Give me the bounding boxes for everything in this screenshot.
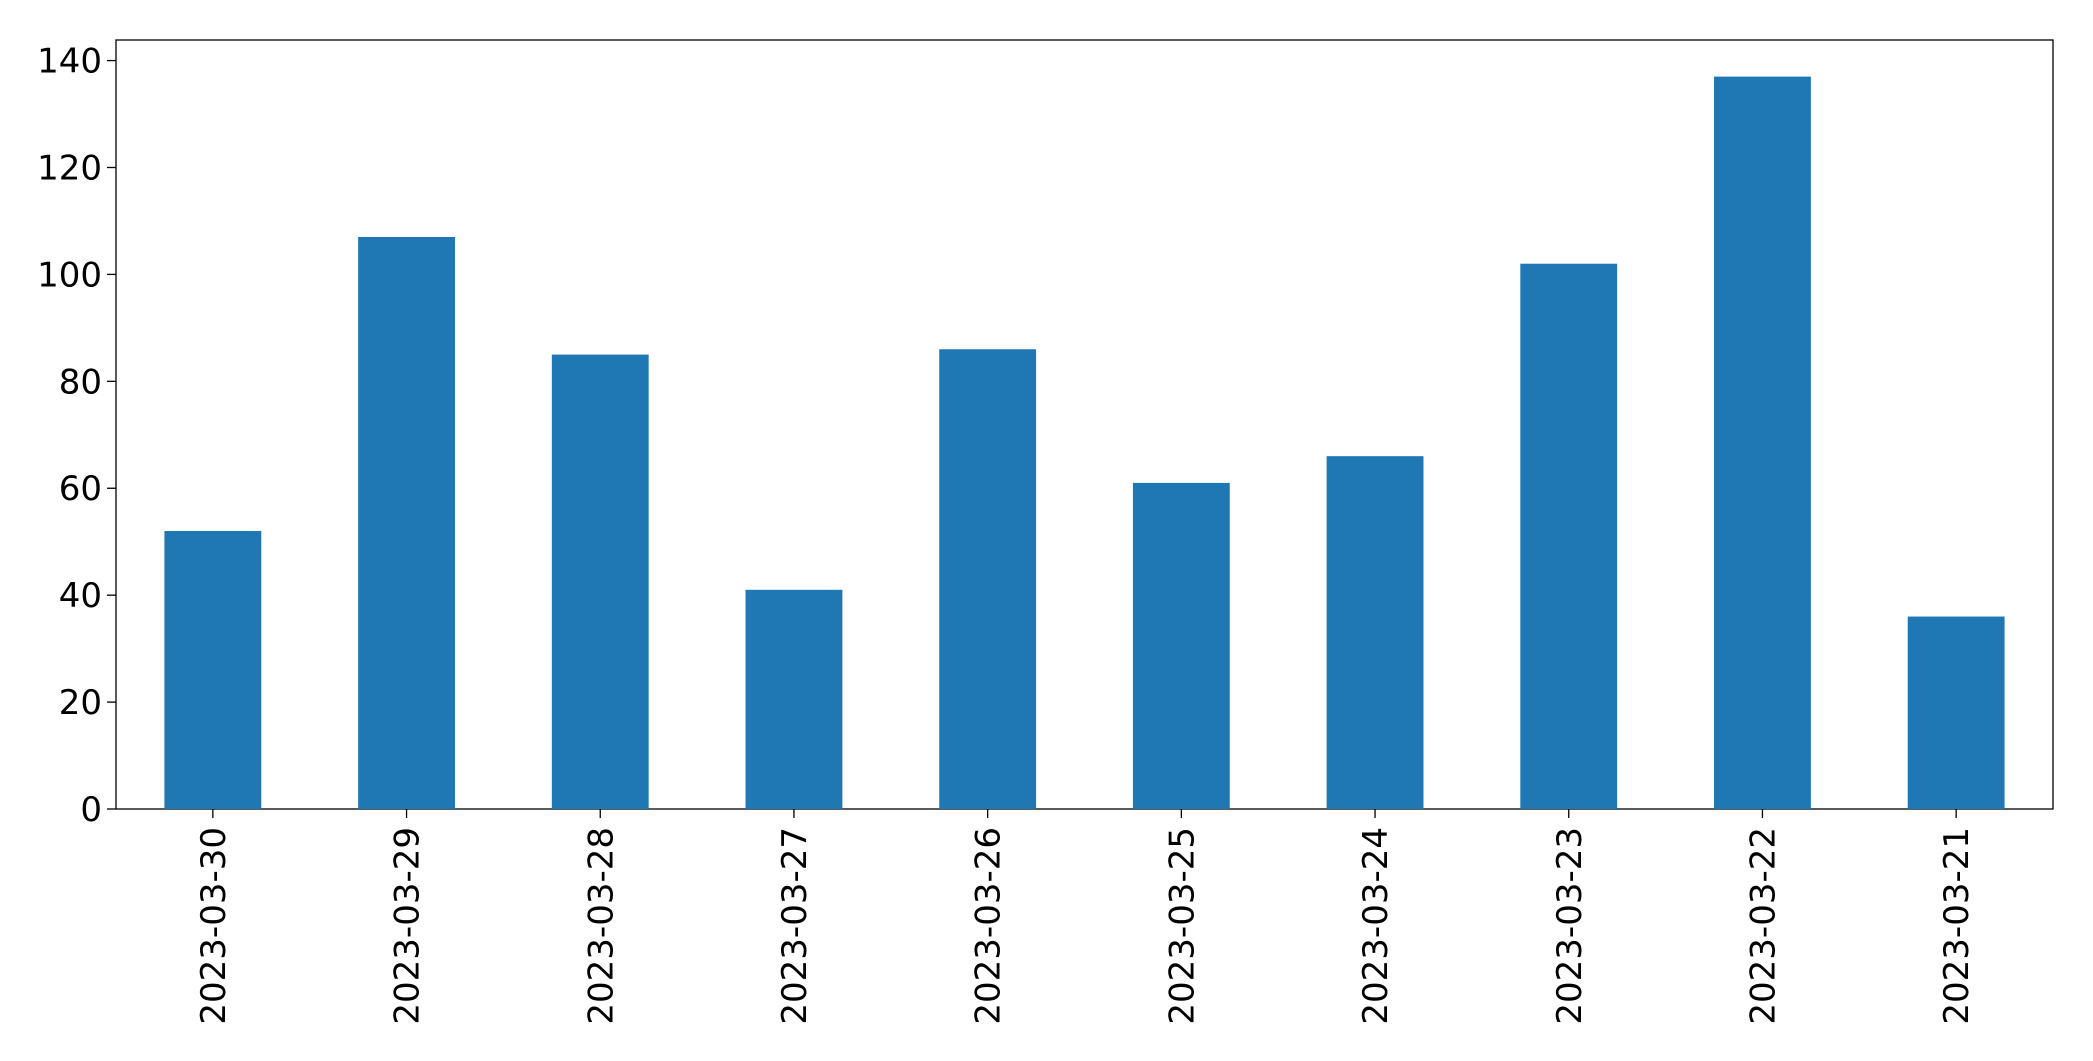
x-tick-label: 2023-03-22 bbox=[1743, 827, 1783, 1025]
x-tick-label: 2023-03-29 bbox=[388, 827, 428, 1025]
plot-frame bbox=[115, 39, 2054, 810]
y-tick-label: 120 bbox=[37, 148, 102, 188]
x-tick-label: 2023-03-30 bbox=[194, 827, 234, 1025]
bar bbox=[551, 354, 649, 809]
bar bbox=[1907, 616, 2005, 809]
y-tick-label: 20 bbox=[59, 683, 102, 723]
bar bbox=[1714, 76, 1811, 810]
bar bbox=[1326, 456, 1424, 809]
x-tick-label: 2023-03-28 bbox=[581, 827, 621, 1025]
y-tick-label: 60 bbox=[59, 469, 102, 509]
bar bbox=[939, 349, 1037, 809]
x-tick-label: 2023-03-25 bbox=[1162, 827, 1202, 1025]
y-tick-label: 80 bbox=[59, 362, 102, 402]
bar bbox=[745, 589, 843, 809]
x-tick-label: 2023-03-21 bbox=[1937, 827, 1977, 1025]
y-tick-label: 0 bbox=[80, 790, 102, 830]
x-tick-label: 2023-03-24 bbox=[1356, 827, 1396, 1025]
y-tick-label: 140 bbox=[37, 42, 102, 82]
x-tick-label: 2023-03-27 bbox=[775, 827, 815, 1025]
bar bbox=[164, 531, 262, 809]
x-tick-label: 2023-03-26 bbox=[969, 827, 1009, 1025]
bar bbox=[358, 236, 455, 809]
y-tick-label: 100 bbox=[37, 255, 102, 295]
bar bbox=[1520, 263, 1618, 810]
bar bbox=[1132, 482, 1230, 809]
x-tick-label: 2023-03-23 bbox=[1550, 827, 1590, 1025]
y-tick-label: 40 bbox=[59, 576, 102, 616]
